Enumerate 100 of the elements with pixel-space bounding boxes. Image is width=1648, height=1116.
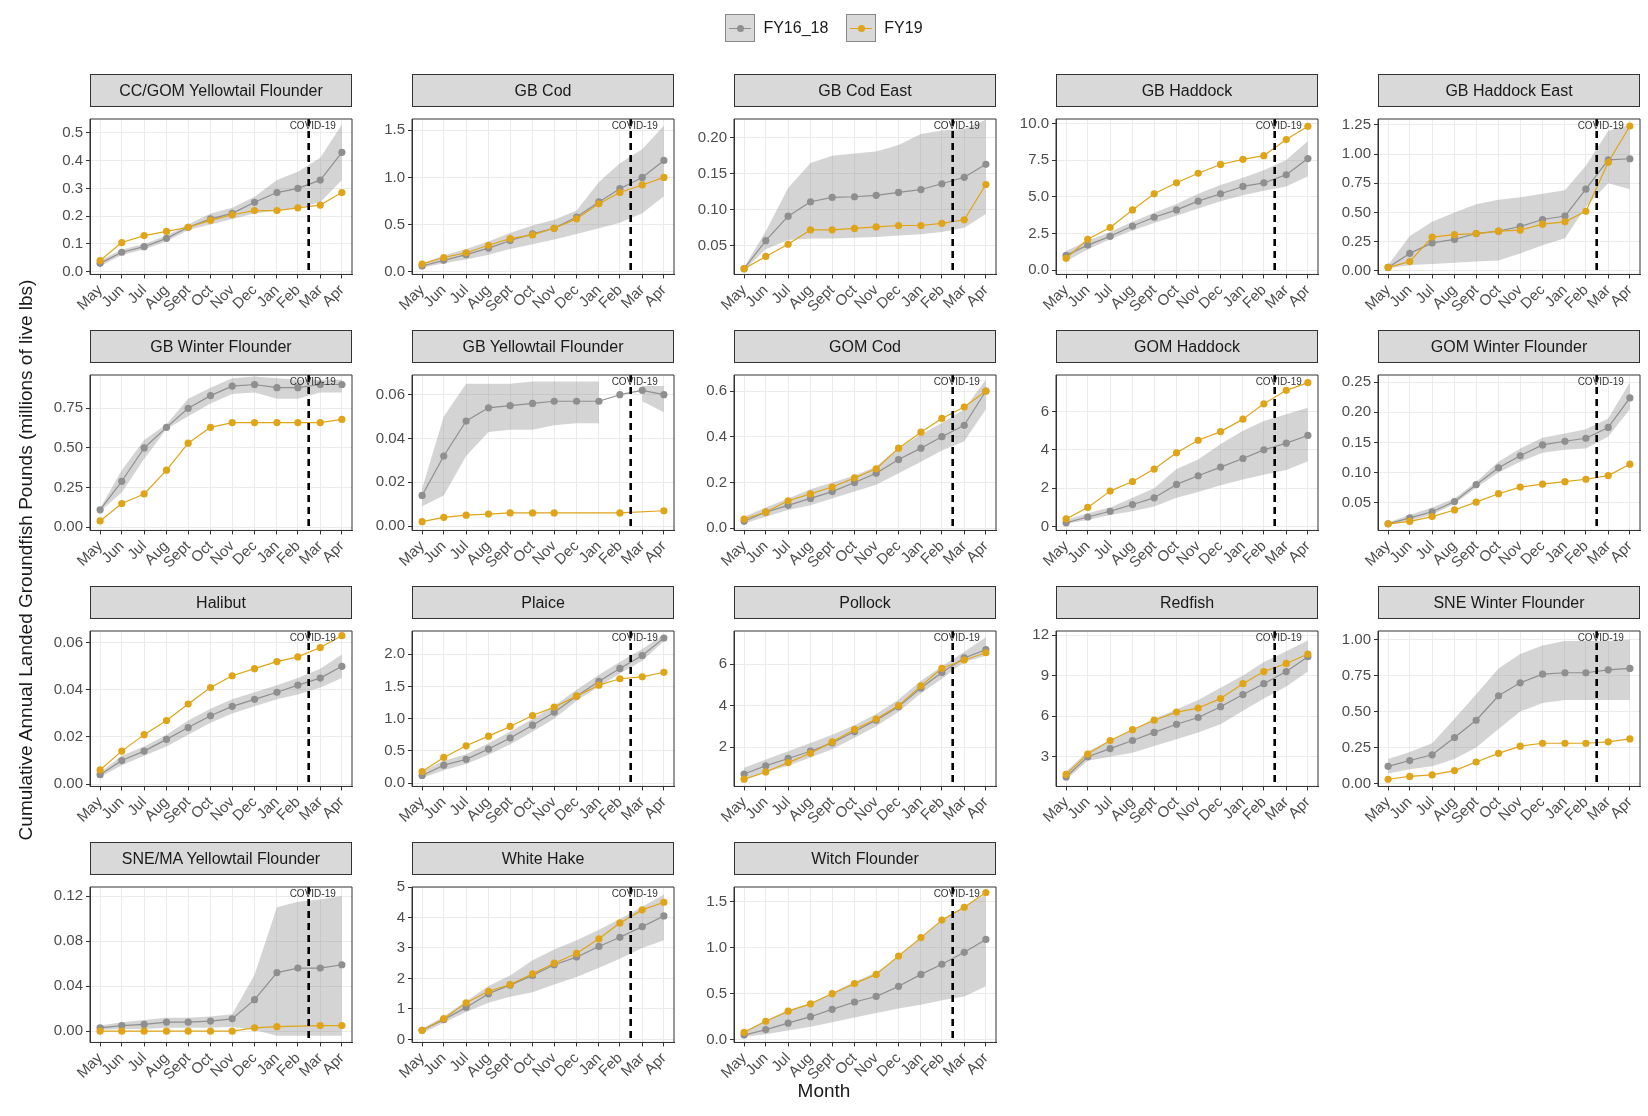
ref-line-label: COVID-19 xyxy=(1255,119,1303,131)
chart-title: GB Haddock East xyxy=(1378,74,1640,107)
chart-title: GB Cod xyxy=(412,74,674,107)
ref-line-label: COVID-19 xyxy=(611,119,659,131)
chart-title: SNE/MA Yellowtail Flounder xyxy=(90,842,352,875)
y-tick-label: 0.15 xyxy=(1341,432,1371,450)
y-tick-label: 1.00 xyxy=(1341,629,1371,647)
y-tick-label: 6 xyxy=(1040,706,1049,724)
chart-title: GB Winter Flounder xyxy=(90,330,352,363)
chart-title: Halibut xyxy=(90,586,352,619)
y-tick-label: 0.00 xyxy=(53,1021,83,1039)
y-tick-label: 0.0 xyxy=(1028,260,1049,278)
y-tick-label: 0.00 xyxy=(375,516,405,534)
ref-line-label: COVID-19 xyxy=(289,119,337,131)
y-tick-label: 0.00 xyxy=(1341,773,1371,791)
y-tick-label: 0.5 xyxy=(384,214,405,232)
y-tick-label: 5 xyxy=(396,877,405,895)
ref-line-label: COVID-19 xyxy=(289,887,337,899)
ref-line-label: COVID-19 xyxy=(1577,375,1625,387)
chart-title: GB Cod East xyxy=(734,74,996,107)
y-tick-label: 0.12 xyxy=(53,886,83,904)
ref-line-label: COVID-19 xyxy=(933,119,981,131)
chart-title: Redfish xyxy=(1056,586,1318,619)
chart-title: Pollock xyxy=(734,586,996,619)
chart-title: GB Yellowtail Flounder xyxy=(412,330,674,363)
y-tick-label: 0.50 xyxy=(1341,202,1371,220)
y-tick-label: 0.04 xyxy=(53,680,83,698)
ref-line-label: COVID-19 xyxy=(1255,375,1303,387)
y-tick-label: 0.00 xyxy=(1341,261,1371,279)
y-tick-label: 0.25 xyxy=(1341,737,1371,755)
chart-title: GOM Cod xyxy=(734,330,996,363)
y-tick-label: 0.4 xyxy=(62,150,83,168)
y-tick-label: 12 xyxy=(1032,625,1049,643)
y-tick-label: 0.3 xyxy=(62,178,83,196)
chart-title: SNE Winter Flounder xyxy=(1378,586,1640,619)
y-tick-label: 7.5 xyxy=(1028,150,1049,168)
ref-line-label: COVID-19 xyxy=(611,631,659,643)
y-axis-title: Cumulative Annual Landed Groundfish Pounds (millions of live lbs) xyxy=(15,279,37,841)
y-tick-label: 2.5 xyxy=(1028,223,1049,241)
ref-line-label: COVID-19 xyxy=(1577,631,1625,643)
y-tick-label: 0.25 xyxy=(53,477,83,495)
y-tick-label: 0.25 xyxy=(1341,372,1371,390)
ref-line-label: COVID-19 xyxy=(1255,631,1303,643)
y-tick-label: 0.02 xyxy=(53,727,83,745)
ref-line-label: COVID-19 xyxy=(933,887,981,899)
y-tick-label: 1.0 xyxy=(384,167,405,185)
y-tick-label: 0.00 xyxy=(53,517,83,535)
y-tick-label: 0.06 xyxy=(53,632,83,650)
y-tick-label: 0.75 xyxy=(1341,665,1371,683)
y-tick-label: 0.5 xyxy=(384,741,405,759)
y-tick-label: 0.5 xyxy=(706,983,727,1001)
y-tick-label: 2 xyxy=(718,737,727,755)
y-tick-label: 0.10 xyxy=(697,199,727,217)
y-tick-label: 0.05 xyxy=(1341,492,1371,510)
y-tick-label: 0.15 xyxy=(697,163,727,181)
y-tick-label: 0.75 xyxy=(53,398,83,416)
y-tick-label: 0.1 xyxy=(62,234,83,252)
legend-label: FY19 xyxy=(884,19,923,37)
y-tick-label: 0.04 xyxy=(53,976,83,994)
x-axis-title: Month xyxy=(797,1080,851,1101)
y-tick-label: 0.50 xyxy=(53,438,83,456)
y-tick-label: 0 xyxy=(396,1029,405,1047)
ref-line-label: COVID-19 xyxy=(289,375,337,387)
ref-line-label: COVID-19 xyxy=(1577,119,1625,131)
y-tick-label: 0.0 xyxy=(384,261,405,279)
legend-label: FY16_18 xyxy=(763,19,829,37)
y-tick-label: 3 xyxy=(1040,746,1049,764)
y-tick-label: 0.0 xyxy=(706,1029,727,1047)
y-tick-label: 0.0 xyxy=(62,261,83,279)
y-tick-label: 0 xyxy=(1040,516,1049,534)
y-tick-label: 0.75 xyxy=(1341,173,1371,191)
y-tick-label: 4 xyxy=(396,907,405,925)
y-tick-label: 1.5 xyxy=(384,120,405,138)
chart-title: GOM Haddock xyxy=(1056,330,1318,363)
y-tick-label: 6 xyxy=(718,654,727,672)
y-tick-label: 0.0 xyxy=(706,518,727,536)
y-tick-label: 3 xyxy=(396,938,405,956)
y-tick-label: 0.08 xyxy=(53,931,83,949)
chart-title: GOM Winter Flounder xyxy=(1378,330,1640,363)
chart-title: White Hake xyxy=(412,842,674,875)
y-tick-label: 0.00 xyxy=(53,774,83,792)
y-tick-label: 0.10 xyxy=(1341,462,1371,480)
y-tick-label: 1.0 xyxy=(384,708,405,726)
y-tick-label: 6 xyxy=(1040,401,1049,419)
y-tick-label: 2 xyxy=(1040,478,1049,496)
ref-line-label: COVID-19 xyxy=(611,375,659,387)
y-tick-label: 0.2 xyxy=(706,472,727,490)
y-tick-label: 1 xyxy=(396,999,405,1017)
y-tick-label: 0.02 xyxy=(375,472,405,490)
y-tick-label: 0.05 xyxy=(697,235,727,253)
y-tick-label: 0.04 xyxy=(375,428,405,446)
chart-title: CC/GOM Yellowtail Flounder xyxy=(90,74,352,107)
y-tick-label: 5.0 xyxy=(1028,186,1049,204)
y-tick-label: 0.25 xyxy=(1341,231,1371,249)
y-tick-label: 9 xyxy=(1040,665,1049,683)
y-tick-label: 4 xyxy=(1040,439,1049,457)
y-tick-label: 0.50 xyxy=(1341,701,1371,719)
y-tick-label: 1.25 xyxy=(1341,114,1371,132)
y-tick-label: 10.0 xyxy=(1019,113,1049,131)
y-tick-label: 0.06 xyxy=(375,384,405,402)
